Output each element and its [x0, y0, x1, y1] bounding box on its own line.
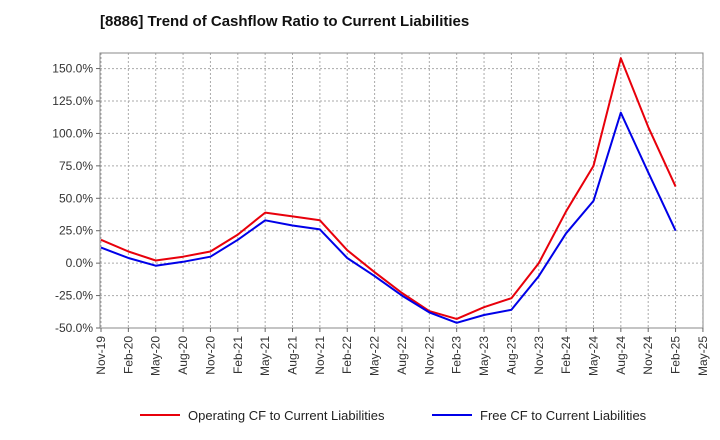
- x-tick-label: May-23: [477, 336, 491, 376]
- y-tick-label: 50.0%: [59, 191, 93, 205]
- y-tick-label: -25.0%: [55, 289, 93, 303]
- x-tick-label: Feb-24: [559, 336, 573, 374]
- y-tick-label: 75.0%: [59, 159, 93, 173]
- legend-swatch-operating-cf: [140, 414, 180, 416]
- y-tick-label: 100.0%: [52, 126, 93, 140]
- x-tick-label: Feb-20: [121, 336, 135, 374]
- legend-item-operating-cf: Operating CF to Current Liabilities: [140, 404, 385, 426]
- y-tick-label: 0.0%: [66, 256, 94, 270]
- x-tick-label: Feb-22: [340, 336, 354, 374]
- x-axis: Nov-19 Feb-20 May-20 Aug-20 Nov-20 Feb-21 May-…: [94, 328, 710, 376]
- legend-label-operating-cf: Operating CF to Current Liabilities: [188, 407, 385, 423]
- y-tick-label: -50.0%: [55, 321, 93, 335]
- x-tick-label: Aug-22: [395, 336, 409, 375]
- legend-swatch-free-cf: [432, 414, 472, 416]
- y-tick-label: 125.0%: [52, 94, 93, 108]
- y-axis: -50.0% -25.0% 0.0% 25.0% 50.0% 75.0% 100.0% 125…: [52, 62, 100, 335]
- x-tick-label: May-21: [258, 336, 272, 376]
- x-tick-label: Nov-22: [422, 336, 436, 375]
- series-layer: [100, 57, 677, 324]
- x-tick-label: May-22: [368, 336, 382, 376]
- chart-title: [8886] Trend of Cashflow Ratio to Curren…: [100, 13, 470, 30]
- x-tick-label: Feb-21: [231, 336, 245, 374]
- y-tick-label: 150.0%: [52, 62, 93, 76]
- series-line-free-cf: [100, 111, 677, 324]
- x-tick-label: May-20: [149, 336, 163, 376]
- legend-item-free-cf: Free CF to Current Liabilities: [432, 404, 646, 426]
- x-tick-label: Aug-23: [504, 336, 518, 375]
- x-tick-label: Nov-21: [313, 336, 327, 375]
- grid-layer: [100, 53, 704, 329]
- x-tick-label: Feb-23: [450, 336, 464, 374]
- x-tick-label: Nov-23: [532, 336, 546, 375]
- legend-label-free-cf: Free CF to Current Liabilities: [480, 407, 647, 423]
- x-tick-label: Nov-20: [203, 336, 217, 375]
- series-line-operating-cf: [100, 57, 677, 320]
- legend: Operating CF to Current Liabilities Free…: [0, 404, 720, 426]
- x-tick-label: May-25: [696, 336, 710, 376]
- x-tick-label: Nov-24: [641, 336, 655, 375]
- x-tick-label: Aug-21: [286, 336, 300, 375]
- x-tick-label: Aug-20: [176, 336, 190, 375]
- y-tick-label: 25.0%: [59, 224, 93, 238]
- x-tick-label: Aug-24: [614, 336, 628, 375]
- x-tick-label: May-24: [586, 336, 600, 376]
- x-tick-label: Feb-25: [669, 336, 683, 374]
- x-tick-label: Nov-19: [94, 336, 108, 375]
